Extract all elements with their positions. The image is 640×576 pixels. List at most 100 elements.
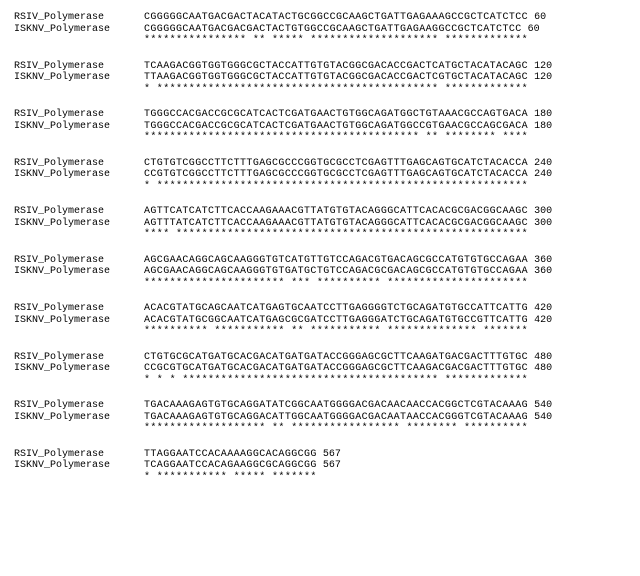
seq-text: CTGTGCGCATGATGCACGACATGATGATACCGGGAGCGCT…	[144, 352, 528, 364]
seq-position: 480	[534, 363, 552, 375]
sequence-row: ISKNV_PolymeraseTTAAGACGGTGGTGGGCGCTACCA…	[14, 72, 626, 84]
consensus-label	[14, 472, 144, 484]
seq-label: ISKNV_Polymerase	[14, 266, 144, 278]
sequence-row: RSIV_PolymeraseAGTTCATCATCTTCACCAAGAAACG…	[14, 206, 626, 218]
seq-text: AGCGAACAGGCAGCAAGGGTGTCATGTTGTCCAGACGTGA…	[144, 255, 528, 267]
consensus-text: **************** ** ***** **************…	[144, 35, 528, 47]
consensus-text: * **************************************…	[144, 84, 528, 96]
seq-position: 360	[534, 255, 552, 267]
seq-text: CCGTGTCGGCCTTCTTTGAGCGCCCGGTGCGCCTCGAGTT…	[144, 169, 528, 181]
consensus-text: ****************************************…	[144, 132, 528, 144]
seq-position: 567	[323, 460, 341, 472]
seq-label: ISKNV_Polymerase	[14, 460, 144, 472]
seq-text: TCAGGAATCCACAGAAGGCGCAGGCGG	[144, 460, 317, 472]
seq-label: RSIV_Polymerase	[14, 158, 144, 170]
seq-text: TGACAAAGAGTGTGCAGGACATTGGCAATGGGGACGACAA…	[144, 412, 528, 424]
seq-position: 60	[534, 12, 546, 24]
consensus-label	[14, 375, 144, 387]
seq-position: 540	[534, 412, 552, 424]
seq-label: RSIV_Polymerase	[14, 303, 144, 315]
seq-position: 120	[534, 61, 552, 73]
seq-text: TGACAAAGAGTGTGCAGGATATCGGCAATGGGGACGACAA…	[144, 400, 528, 412]
seq-label: RSIV_Polymerase	[14, 206, 144, 218]
alignment-block: RSIV_PolymeraseTGACAAAGAGTGTGCAGGATATCGG…	[14, 400, 626, 435]
seq-label: ISKNV_Polymerase	[14, 218, 144, 230]
sequence-row: ISKNV_PolymeraseTGGGCCACGACCGCGCATCACTCG…	[14, 121, 626, 133]
consensus-label	[14, 181, 144, 193]
alignment-block: RSIV_PolymeraseACACGTATGCAGCAATCATGAGTGC…	[14, 303, 626, 338]
seq-label: RSIV_Polymerase	[14, 12, 144, 24]
seq-label: ISKNV_Polymerase	[14, 315, 144, 327]
sequence-row: ISKNV_PolymeraseCCGCGTGCATGATGCACGACATGA…	[14, 363, 626, 375]
seq-position: 300	[534, 218, 552, 230]
seq-text: TCAAGACGGTGGTGGGCGCTACCATTGTGTACGGCGACAC…	[144, 61, 528, 73]
consensus-label	[14, 229, 144, 241]
sequence-row: ISKNV_PolymeraseTGACAAAGAGTGTGCAGGACATTG…	[14, 412, 626, 424]
sequence-row: ISKNV_PolymeraseCGGGGGCAATGACGACGACTACTG…	[14, 24, 626, 36]
alignment-block: RSIV_PolymeraseCTGTGTCGGCCTTCTTTGAGCGCCC…	[14, 158, 626, 193]
alignment-block: RSIV_PolymeraseTTAGGAATCCACAAAAGGCACAGGC…	[14, 449, 626, 484]
sequence-row: ISKNV_PolymeraseTCAGGAATCCACAGAAGGCGCAGG…	[14, 460, 626, 472]
seq-label: RSIV_Polymerase	[14, 352, 144, 364]
sequence-row: RSIV_PolymeraseCGGGGGCAATGACGACTACATACTG…	[14, 12, 626, 24]
seq-position: 180	[534, 109, 552, 121]
sequence-row: RSIV_PolymeraseTGGGCCACGACCGCGCATCACTCGA…	[14, 109, 626, 121]
sequence-row: ISKNV_PolymeraseACACGTATGCGGCAATCATGAGCG…	[14, 315, 626, 327]
consensus-row: * **************************************…	[14, 84, 626, 96]
consensus-text: ********************** *** ********** **…	[144, 278, 528, 290]
seq-position: 540	[534, 400, 552, 412]
seq-text: CCGCGTGCATGATGCACGACATGATGATACCGGGAGCGCT…	[144, 363, 528, 375]
seq-position: 567	[323, 449, 341, 461]
consensus-label	[14, 278, 144, 290]
alignment-block: RSIV_PolymeraseTGGGCCACGACCGCGCATCACTCGA…	[14, 109, 626, 144]
seq-text: CTGTGTCGGCCTTCTTTGAGCGCCCGGTGCGCCTCGAGTT…	[144, 158, 528, 170]
sequence-row: RSIV_PolymeraseCTGTGCGCATGATGCACGACATGAT…	[14, 352, 626, 364]
seq-text: AGTTCATCATCTTCACCAAGAAACGTTATGTGTACAGGGC…	[144, 206, 528, 218]
seq-label: RSIV_Polymerase	[14, 449, 144, 461]
seq-position: 300	[534, 206, 552, 218]
seq-text: TGGGCCACGACCGCGCATCACTCGATGAACTGTGGCAGAT…	[144, 121, 528, 133]
alignment-block: RSIV_PolymeraseTCAAGACGGTGGTGGGCGCTACCAT…	[14, 61, 626, 96]
consensus-label	[14, 423, 144, 435]
consensus-text: **** ***********************************…	[144, 229, 528, 241]
sequence-row: RSIV_PolymeraseTTAGGAATCCACAAAAGGCACAGGC…	[14, 449, 626, 461]
consensus-row: ********** *********** ** *********** **…	[14, 326, 626, 338]
seq-label: ISKNV_Polymerase	[14, 412, 144, 424]
seq-position: 240	[534, 169, 552, 181]
seq-label: ISKNV_Polymerase	[14, 121, 144, 133]
consensus-row: **************** ** ***** **************…	[14, 35, 626, 47]
sequence-row: ISKNV_PolymeraseCCGTGTCGGCCTTCTTTGAGCGCC…	[14, 169, 626, 181]
sequence-row: RSIV_PolymeraseCTGTGTCGGCCTTCTTTGAGCGCCC…	[14, 158, 626, 170]
alignment-block: RSIV_PolymeraseAGTTCATCATCTTCACCAAGAAACG…	[14, 206, 626, 241]
consensus-text: ******************* ** *****************…	[144, 423, 528, 435]
alignment-block: RSIV_PolymeraseCGGGGGCAATGACGACTACATACTG…	[14, 12, 626, 47]
seq-text: ACACGTATGCAGCAATCATGAGTGCAATCCTTGAGGGGTC…	[144, 303, 528, 315]
seq-label: RSIV_Polymerase	[14, 109, 144, 121]
consensus-label	[14, 326, 144, 338]
consensus-row: ******************* ** *****************…	[14, 423, 626, 435]
consensus-row: * *********** ***** *******	[14, 472, 626, 484]
consensus-row: * **************************************…	[14, 181, 626, 193]
seq-text: TTAAGACGGTGGTGGGCGCTACCATTGTGTACGGCGACAC…	[144, 72, 528, 84]
seq-position: 480	[534, 352, 552, 364]
alignment-block: RSIV_PolymeraseCTGTGCGCATGATGCACGACATGAT…	[14, 352, 626, 387]
consensus-label	[14, 84, 144, 96]
alignment-block: RSIV_PolymeraseAGCGAACAGGCAGCAAGGGTGTCAT…	[14, 255, 626, 290]
seq-label: ISKNV_Polymerase	[14, 169, 144, 181]
consensus-text: * **************************************…	[144, 181, 528, 193]
consensus-text: * * * **********************************…	[144, 375, 528, 387]
consensus-row: ****************************************…	[14, 132, 626, 144]
seq-label: ISKNV_Polymerase	[14, 72, 144, 84]
seq-label: ISKNV_Polymerase	[14, 363, 144, 375]
seq-text: AGTTTATCATCTTCACCAAGAAACGTTATGTGTACAGGGC…	[144, 218, 528, 230]
consensus-label	[14, 35, 144, 47]
consensus-label	[14, 132, 144, 144]
seq-text: CGGGGGCAATGACGACGACTACTGTGGCCGCAAGCTGATT…	[144, 24, 522, 36]
seq-position: 360	[534, 266, 552, 278]
consensus-text: * *********** ***** *******	[144, 472, 317, 484]
seq-text: TGGGCCACGACCGCGCATCACTCGATGAACTGTGGCAGAT…	[144, 109, 528, 121]
seq-text: AGCGAACAGGCAGCAAGGGTGTGATGCTGTCCAGACGCGA…	[144, 266, 528, 278]
sequence-row: RSIV_PolymeraseTGACAAAGAGTGTGCAGGATATCGG…	[14, 400, 626, 412]
sequence-row: RSIV_PolymeraseAGCGAACAGGCAGCAAGGGTGTCAT…	[14, 255, 626, 267]
consensus-row: ********************** *** ********** **…	[14, 278, 626, 290]
